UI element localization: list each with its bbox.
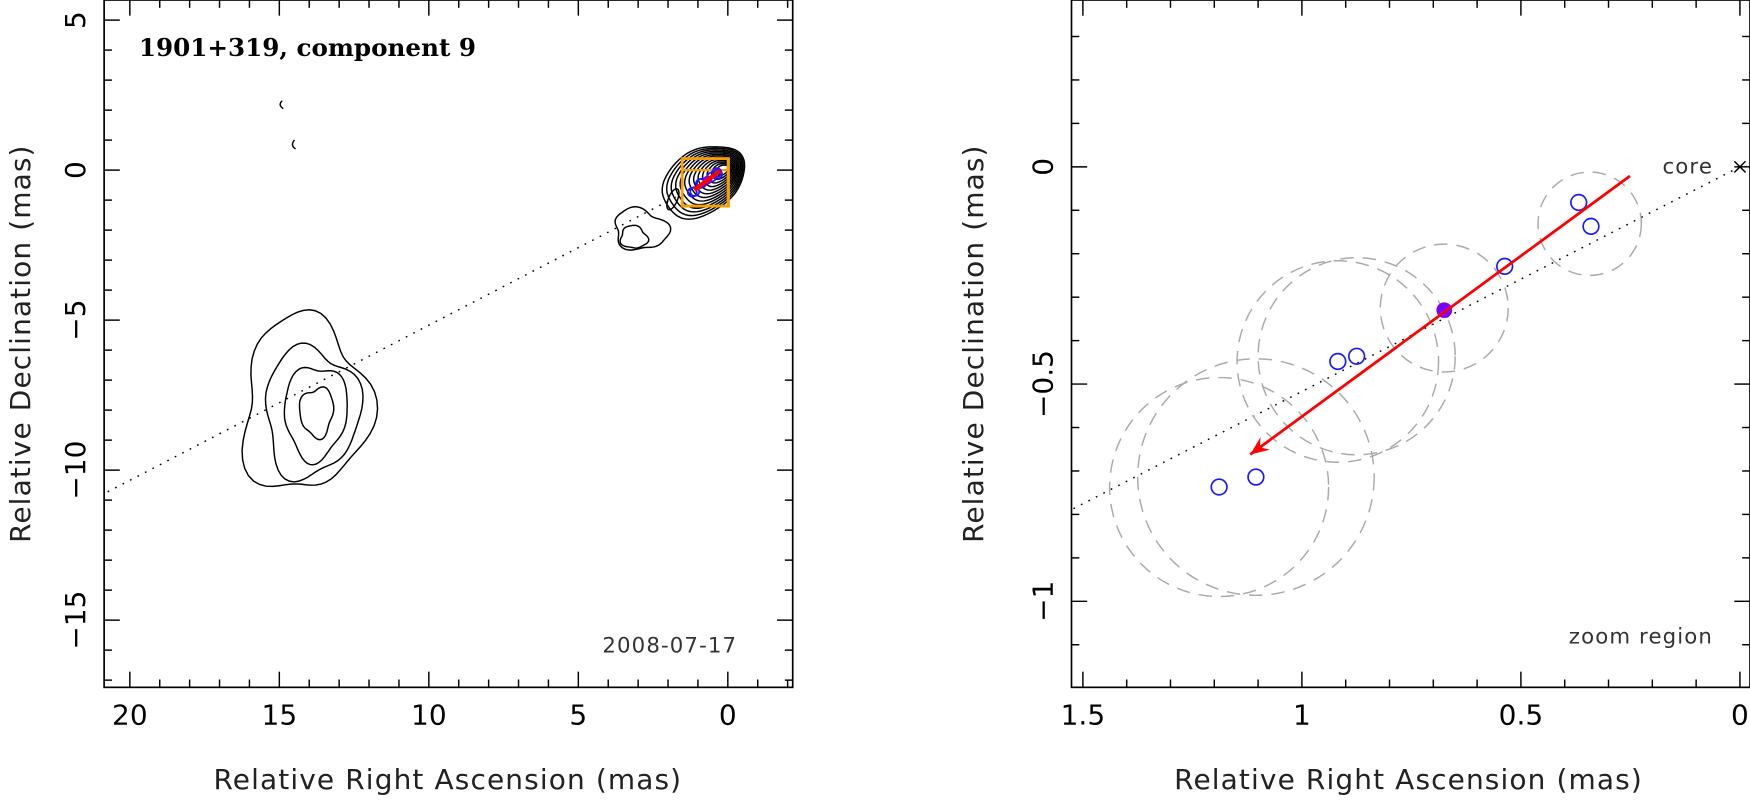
right-x-axis-title: Relative Right Ascension (mas) xyxy=(1174,763,1643,796)
left-panel-contour-map: 1901+319, component 9 2008-07-17 Relativ… xyxy=(4,0,794,796)
contour-line xyxy=(619,224,650,249)
y-tick-label: −1 xyxy=(1026,581,1059,622)
left-y-axis-title: Relative Declination (mas) xyxy=(4,144,37,543)
uncertainty-circle xyxy=(1236,260,1440,463)
y-tick-label: −10 xyxy=(59,441,92,500)
contour-line xyxy=(298,386,335,441)
y-tick-label: 5 xyxy=(59,11,92,29)
core-contours xyxy=(614,146,746,251)
x-tick-label: 10 xyxy=(411,698,447,731)
reference-dotted-line xyxy=(103,169,729,495)
component-position-point xyxy=(1582,217,1600,236)
component-position-point xyxy=(1247,468,1265,486)
component-position-point xyxy=(1210,478,1228,496)
component-position-point xyxy=(1347,347,1366,365)
contour-line xyxy=(666,147,744,217)
left-x-axis-title: Relative Right Ascension (mas) xyxy=(214,763,683,796)
contour-line xyxy=(241,309,379,488)
component-position-point xyxy=(1496,257,1514,276)
plot-frame xyxy=(1070,0,1750,689)
x-tick-label: 1.5 xyxy=(1061,698,1105,731)
core-label: core xyxy=(1663,155,1714,180)
contour-line xyxy=(264,342,364,483)
component-position-point xyxy=(1570,193,1588,212)
uncertainty-circle xyxy=(1257,257,1456,456)
reference-dotted-line xyxy=(1071,166,1741,511)
contour-line xyxy=(679,152,740,206)
contour-line xyxy=(666,188,680,211)
y-tick-label: −0.5 xyxy=(1026,350,1059,418)
uncertainty-circle xyxy=(1136,358,1375,597)
contour-line xyxy=(283,366,348,466)
uncertainty-circle xyxy=(1108,376,1330,598)
y-tick-label: 0 xyxy=(59,161,92,179)
right-panel-zoom: core zoom region Relative Right Ascensio… xyxy=(957,0,1750,796)
lower-component-contours xyxy=(241,309,379,488)
y-tick-label: 0 xyxy=(1026,158,1059,176)
uncertainty-circle xyxy=(1537,171,1643,277)
motion-arrow xyxy=(1249,174,1631,456)
component-position-point xyxy=(1329,352,1347,371)
contour-line xyxy=(674,150,742,210)
arrow-head-icon xyxy=(1250,437,1270,455)
x-tick-label: 0 xyxy=(719,698,737,731)
zoom-region-label: zoom region xyxy=(1569,625,1713,650)
contour-line xyxy=(688,155,738,199)
x-tick-label: 0 xyxy=(1731,698,1749,731)
plot-title: 1901+319, component 9 xyxy=(139,33,476,62)
arrow-head-icon xyxy=(694,184,701,190)
x-tick-label: 20 xyxy=(112,698,148,731)
x-tick-label: 5 xyxy=(569,698,587,731)
uncertainty-circle xyxy=(1379,243,1509,373)
plot-frame xyxy=(103,0,794,689)
x-tick-label: 15 xyxy=(262,698,298,731)
y-tick-label: −5 xyxy=(59,300,92,341)
contour-fragment xyxy=(291,139,296,150)
contour-line xyxy=(614,206,672,251)
contour-line xyxy=(670,149,743,213)
x-tick-label: 0.5 xyxy=(1499,698,1543,731)
right-y-axis-title: Relative Declination (mas) xyxy=(957,144,990,543)
x-tick-label: 1 xyxy=(1293,698,1311,731)
date-annotation: 2008-07-17 xyxy=(602,634,737,659)
y-tick-label: −15 xyxy=(59,591,92,650)
core-cross-icon xyxy=(1733,160,1747,173)
contour-fragment xyxy=(279,100,284,110)
motion-arrow xyxy=(693,168,722,192)
contour-line xyxy=(661,146,746,220)
